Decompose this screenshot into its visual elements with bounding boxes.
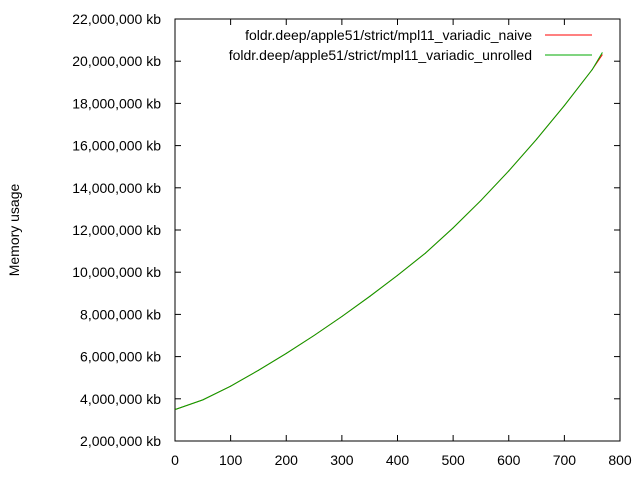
data-point — [369, 295, 371, 297]
data-point — [452, 227, 454, 229]
data-point — [230, 385, 232, 387]
series-line-naive — [175, 54, 603, 410]
legend-label: foldr.deep/apple51/strict/mpl11_variadic… — [229, 47, 532, 63]
data-point — [480, 199, 482, 201]
data-point — [341, 316, 343, 318]
x-tick-label: 700 — [553, 452, 577, 468]
y-tick-label: 22,000,000 kb — [72, 11, 161, 27]
y-tick-label: 8,000,000 kb — [80, 306, 161, 322]
x-tick-label: 400 — [386, 452, 410, 468]
data-point — [313, 335, 315, 336]
data-point — [397, 274, 398, 276]
y-tick-label: 4,000,000 kb — [80, 391, 161, 407]
data-point — [202, 399, 204, 401]
data-point — [591, 69, 593, 71]
y-tick-label: 2,000,000 kb — [80, 433, 161, 449]
series-group — [175, 52, 603, 410]
x-tick-label: 300 — [330, 452, 354, 468]
y-tick-label: 10,000,000 kb — [72, 264, 161, 280]
y-tick-label: 20,000,000 kb — [72, 53, 161, 69]
legend-label: foldr.deep/apple51/strict/mpl11_variadic… — [245, 27, 532, 43]
x-tick-label: 500 — [441, 452, 465, 468]
y-tick-label: 14,000,000 kb — [72, 180, 161, 196]
y-tick-label: 16,000,000 kb — [72, 138, 161, 154]
data-point — [563, 105, 565, 107]
x-tick-label: 200 — [275, 452, 299, 468]
data-point — [175, 408, 177, 410]
y-tick-label: 12,000,000 kb — [72, 222, 161, 238]
series-line-unrolled — [175, 52, 603, 410]
x-tick-label: 800 — [608, 452, 632, 468]
y-tick-label: 6,000,000 kb — [80, 349, 161, 365]
y-tick-label: 18,000,000 kb — [72, 95, 161, 111]
legend: foldr.deep/apple51/strict/mpl11_variadic… — [229, 27, 592, 63]
x-axis: 0 100 200 300 400 500 600 700 800 — [171, 19, 632, 468]
data-point — [424, 252, 426, 254]
plot-frame — [174, 18, 621, 442]
data-point — [601, 52, 603, 54]
data-point — [285, 352, 287, 354]
x-tick-label: 600 — [497, 452, 521, 468]
y-axis-title: Memory usage — [6, 183, 22, 276]
data-point — [601, 54, 603, 56]
data-point — [536, 138, 538, 140]
data-point — [257, 369, 259, 371]
y-axis: 2,000,000 kb 4,000,000 kb 6,000,000 kb 8,00… — [72, 11, 620, 449]
x-tick-label: 100 — [219, 452, 243, 468]
data-point — [508, 170, 510, 172]
x-tick-label: 0 — [171, 452, 179, 468]
